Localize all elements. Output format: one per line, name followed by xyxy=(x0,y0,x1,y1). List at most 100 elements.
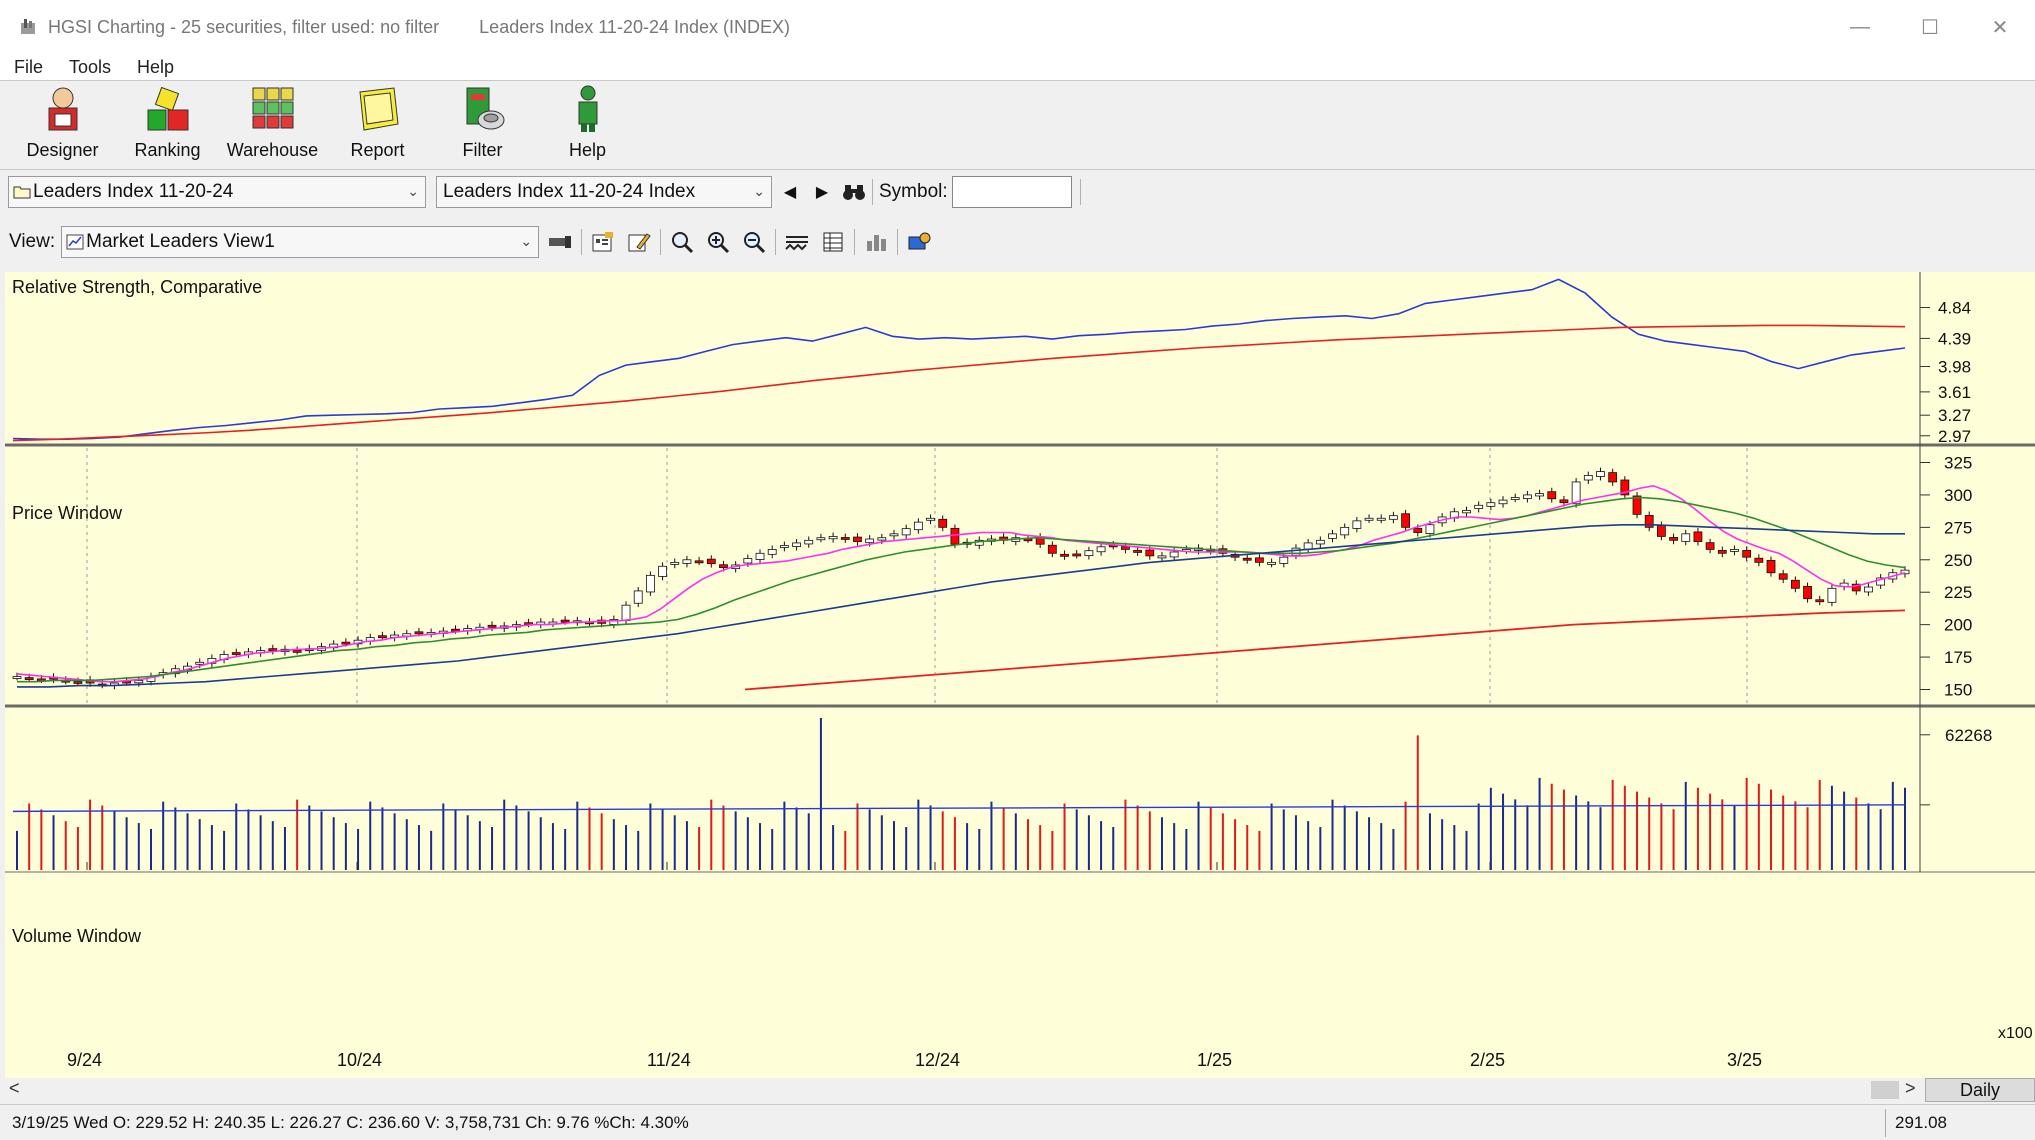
ranking-button[interactable]: Ranking xyxy=(115,81,220,169)
candle-up xyxy=(877,537,887,541)
title-bar: HGSI Charting - 25 securities, filter us… xyxy=(0,0,2035,54)
date-label: 3/25 xyxy=(1727,1050,1762,1070)
volume-pane-title: Volume Window xyxy=(12,926,142,946)
filter-label: Filter xyxy=(462,140,503,160)
candle-up xyxy=(865,538,875,544)
compress-chart-icon[interactable] xyxy=(782,227,812,257)
candle-down xyxy=(1145,549,1155,557)
bar-chart-icon[interactable] xyxy=(861,227,891,257)
next-security-button[interactable]: ▶ xyxy=(815,184,829,201)
candle-up xyxy=(1352,520,1362,529)
edit-chart-icon[interactable] xyxy=(624,227,654,257)
designer-label: Designer xyxy=(26,140,99,160)
candle-down xyxy=(1778,573,1788,580)
menu-bar: File Tools Help xyxy=(0,54,2035,80)
scroll-thumb[interactable] xyxy=(1871,1081,1899,1099)
globe-chart-icon[interactable] xyxy=(904,227,934,257)
rs-axis-label: 3.61 xyxy=(1938,383,1971,402)
candle-down xyxy=(853,536,862,543)
toolbar-divider xyxy=(872,179,873,205)
previous-security-button[interactable]: ◀ xyxy=(783,184,797,201)
window-title: HGSI Charting - 25 securities, filter us… xyxy=(48,16,440,37)
candle-down xyxy=(1413,527,1423,533)
filter-button[interactable]: Filter xyxy=(430,81,535,169)
date-label: 12/24 xyxy=(915,1050,960,1070)
candle-up xyxy=(134,680,144,684)
candle-down xyxy=(1766,560,1776,574)
report-button[interactable]: Report xyxy=(325,81,430,169)
candle-up xyxy=(670,561,680,565)
price-axis-label: 225 xyxy=(1944,583,1972,602)
candle-down xyxy=(1255,557,1264,563)
chart-properties-icon[interactable] xyxy=(588,227,618,257)
magnifier-icon[interactable] xyxy=(667,227,697,257)
minimize-icon[interactable]: — xyxy=(1850,15,1870,38)
help-button[interactable]: Help xyxy=(535,81,640,169)
status-text: 3/19/25 Wed O: 229.52 H: 240.35 L: 226.2… xyxy=(12,1112,689,1132)
candle-down xyxy=(292,649,302,653)
warehouse-label: Warehouse xyxy=(226,140,319,160)
candle-down xyxy=(1047,544,1057,554)
volume-pane: Volume Window xyxy=(12,926,142,946)
candle-down xyxy=(1717,550,1727,554)
status-bar: 3/19/25 Wed O: 229.52 H: 240.35 L: 226.2… xyxy=(0,1104,2035,1140)
candle-up xyxy=(1157,555,1167,559)
ranking-label: Ranking xyxy=(134,140,201,160)
candle-up xyxy=(1364,517,1374,521)
candle-up xyxy=(1096,546,1106,553)
candle-up xyxy=(1425,524,1435,534)
candle-up xyxy=(767,549,777,555)
security-dropdown[interactable]: Leaders Index 11-20-24 Index ⌄ xyxy=(436,176,772,208)
chart-view-icon xyxy=(66,234,84,250)
close-icon[interactable]: ✕ xyxy=(1991,16,2009,39)
date-label: 2/25 xyxy=(1470,1050,1505,1070)
candle-down xyxy=(938,518,948,528)
candle-up xyxy=(1084,550,1094,557)
candle-up xyxy=(1864,586,1873,593)
candle-down xyxy=(1608,472,1618,483)
candle-up xyxy=(1340,526,1350,536)
candle-up xyxy=(621,604,631,621)
scroll-left-button[interactable]: < xyxy=(9,1078,20,1098)
rs-axis-label: 3.27 xyxy=(1938,406,1971,425)
view-label: View: xyxy=(9,231,56,252)
view-dropdown[interactable]: Market Leaders View1 ⌄ xyxy=(61,226,540,258)
zoom-out-icon[interactable] xyxy=(739,227,769,257)
candle-down xyxy=(1133,550,1143,553)
period-button[interactable]: Daily xyxy=(1925,1078,2035,1102)
binoculars-icon[interactable] xyxy=(840,176,868,208)
maximize-icon[interactable]: ☐ xyxy=(1921,16,1939,39)
warehouse-button[interactable]: Warehouse xyxy=(220,81,325,169)
data-table-icon[interactable] xyxy=(818,227,848,257)
candle-down xyxy=(1754,557,1764,563)
date-label: 1/25 xyxy=(1197,1050,1232,1070)
chart-canvas[interactable]: Relative Strength, Comparative Price Win… xyxy=(5,272,2035,1078)
candle-down xyxy=(1656,525,1666,537)
menu-file[interactable]: File xyxy=(14,56,44,77)
candle-down xyxy=(1803,585,1812,600)
mid-moving-average-line xyxy=(17,496,1906,683)
candle-down xyxy=(1851,583,1861,592)
view-settings-icon[interactable] xyxy=(545,227,575,257)
candle-up xyxy=(1267,561,1277,565)
zoom-in-icon[interactable] xyxy=(703,227,733,257)
candle-up xyxy=(1583,475,1593,481)
price-axis-label: 300 xyxy=(1944,486,1972,505)
date-label: 11/24 xyxy=(647,1050,691,1070)
candle-up xyxy=(901,528,911,536)
symbol-input[interactable] xyxy=(951,176,1072,208)
rs-moving-average-line xyxy=(12,324,1906,442)
menu-help[interactable]: Help xyxy=(137,56,175,77)
designer-button[interactable]: Designer xyxy=(10,81,115,169)
price-pane-title: Price Window xyxy=(12,503,123,523)
candle-down xyxy=(414,631,424,635)
scroll-right-button[interactable]: > xyxy=(1905,1078,1916,1098)
designer-icon xyxy=(48,87,77,131)
list-dropdown[interactable]: Leaders Index 11-20-24 ⌄ xyxy=(8,176,426,208)
chart-area[interactable]: Relative Strength, Comparative Price Win… xyxy=(5,272,2035,1078)
candle-up xyxy=(1498,499,1508,505)
menu-tools[interactable]: Tools xyxy=(69,56,112,77)
candle-up xyxy=(195,661,205,665)
candle-up xyxy=(1376,517,1386,521)
help-person-icon xyxy=(578,85,597,132)
